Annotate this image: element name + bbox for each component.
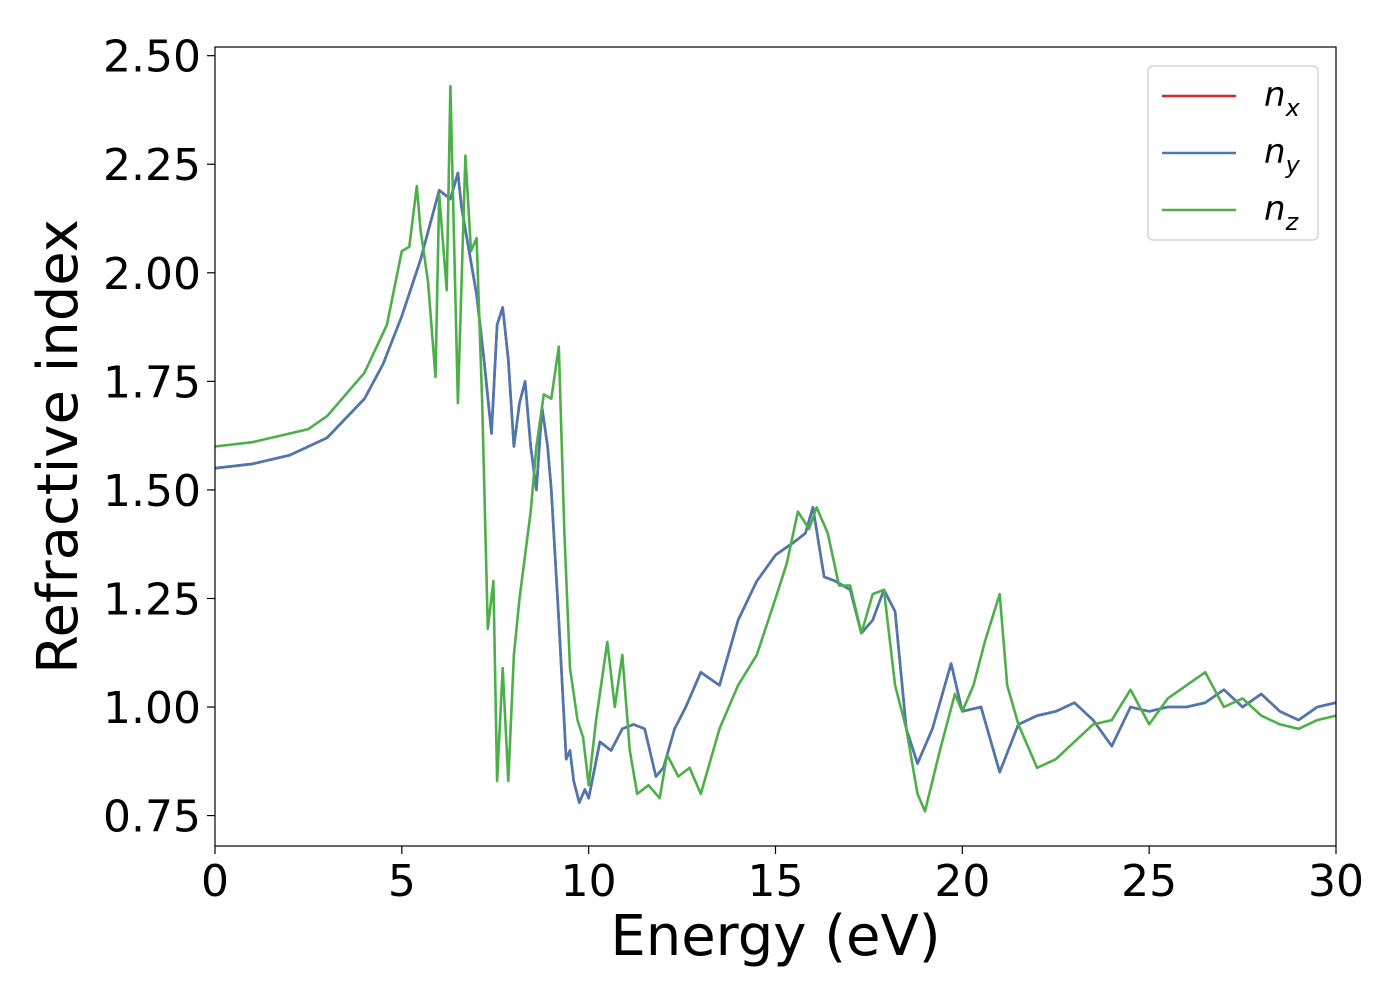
y-tick-label: 1.50 <box>103 466 201 517</box>
x-tick-label: 15 <box>748 856 804 907</box>
y-tick-label: 1.25 <box>103 574 201 625</box>
y-tick-label: 0.75 <box>103 792 201 843</box>
y-tick-label: 2.25 <box>103 140 201 191</box>
x-tick-label: 10 <box>561 856 617 907</box>
x-tick-label: 5 <box>388 856 416 907</box>
y-axis-ticks: 0.75 1.00 1.25 1.50 1.75 2.00 2.25 2.50 <box>103 32 215 843</box>
series-line-n-z <box>215 84 1336 813</box>
x-tick-label: 25 <box>1121 856 1177 907</box>
y-tick-label: 1.00 <box>103 683 201 734</box>
y-tick-label: 1.75 <box>103 357 201 408</box>
x-tick-label: 30 <box>1308 856 1364 907</box>
y-tick-label: 2.00 <box>103 249 201 300</box>
x-axis-ticks: 0 5 10 15 20 25 30 <box>201 846 1364 907</box>
series-layer <box>215 84 1336 813</box>
x-tick-label: 20 <box>934 856 990 907</box>
x-axis-title: Energy (eV) <box>610 904 940 969</box>
y-axis-title: Refractive index <box>26 219 91 674</box>
x-tick-label: 0 <box>201 856 229 907</box>
series-line-n-y <box>215 171 1336 804</box>
y-tick-label: 2.50 <box>103 32 201 83</box>
